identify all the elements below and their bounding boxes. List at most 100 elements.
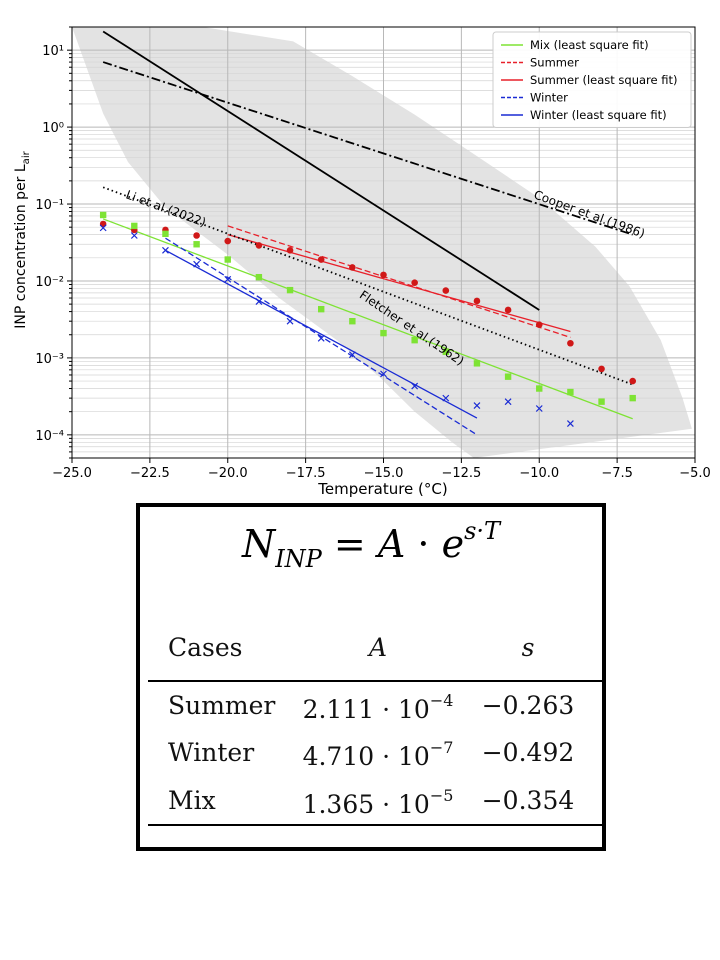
data-point-circle: [567, 339, 574, 347]
table-row: Winter 4.710 · 10−7 −0.492: [148, 738, 606, 778]
row-case: Summer: [168, 691, 276, 720]
data-point-square: [162, 230, 169, 238]
data-point-square: [473, 360, 481, 367]
data-point-circle: [317, 256, 325, 263]
data-point-x: [348, 351, 356, 359]
data-point-square: [99, 211, 107, 219]
data-point-square: [536, 385, 543, 392]
legend: Mix (least square fit) Summer Summer (leas…: [492, 31, 692, 128]
data-point-square: [255, 273, 263, 281]
x-tick-label: −20.0: [208, 466, 248, 481]
a-mantissa: 4.710: [302, 742, 375, 771]
a-exponent: −4: [429, 691, 454, 710]
row-s: −0.492: [481, 738, 575, 767]
data-point-circle: [349, 264, 356, 271]
series-line: [102, 218, 633, 420]
a-mantissa: 1.365: [302, 790, 375, 819]
legend-label: Summer: [530, 56, 579, 70]
data-point-square: [286, 286, 294, 294]
table-rule-bottom: [148, 824, 606, 826]
data-point-circle: [224, 237, 232, 245]
formula-lhs-subscript: INP: [275, 545, 322, 573]
data-point-x: [566, 420, 574, 428]
data-point-square: [380, 329, 387, 337]
row-a: 1.365 · 10−5: [298, 786, 458, 819]
data-point-x: [473, 402, 481, 410]
series-line: [165, 237, 478, 436]
formula: NINP = A · es·T: [140, 517, 602, 573]
data-point-circle: [535, 321, 543, 329]
a-exponent: −5: [429, 786, 454, 805]
data-point-circle: [442, 287, 450, 294]
data-point-x: [130, 232, 138, 239]
formula-a: A: [377, 522, 406, 566]
data-point-x: [411, 382, 419, 390]
data-point-circle: [504, 306, 512, 314]
table-rule-top: [148, 680, 606, 682]
legend-frame: [492, 31, 692, 128]
header-cases: Cases: [168, 633, 243, 662]
row-case: Mix: [168, 786, 216, 815]
data-point-square: [567, 388, 574, 396]
data-point-x: [224, 275, 232, 283]
x-tick-label: −5.0: [679, 466, 711, 481]
data-point-x: [162, 246, 169, 254]
y-tick-label: 10⁻³: [35, 352, 64, 367]
data-point-square: [411, 336, 418, 344]
data-point-square: [629, 394, 636, 402]
data-point-x: [535, 405, 543, 412]
table-row: Mix 1.365 · 10−5 −0.354: [148, 786, 606, 826]
a-times-ten: · 10: [382, 742, 430, 771]
a-times-ten: · 10: [382, 695, 430, 724]
x-axis-title: Temperature (°C): [317, 480, 447, 498]
data-point-circle: [255, 242, 263, 249]
table-header-row: Cases A s: [148, 633, 606, 673]
formula-exponent: s·T: [464, 517, 501, 545]
data-point-square: [318, 305, 325, 313]
legend-label: Mix (least square fit): [530, 38, 649, 52]
data-point-square: [504, 373, 512, 380]
data-point-square: [193, 241, 200, 248]
x-tick-label: −17.5: [286, 466, 326, 481]
data-point-x: [317, 334, 325, 342]
y-tick-label: 10⁻²: [35, 275, 64, 290]
x-tick-label: −15.0: [364, 466, 404, 481]
data-point-x: [504, 398, 512, 406]
header-s: s: [521, 633, 535, 662]
x-tick-label: −10.0: [519, 466, 559, 481]
formula-equals: =: [333, 522, 366, 566]
a-times-ten: · 10: [382, 790, 430, 819]
data-point-circle: [629, 377, 636, 385]
series-line: [227, 234, 571, 333]
formula-base: e: [441, 522, 465, 566]
series-line: [102, 30, 540, 311]
y-axis-title-main: INP concentration per L: [13, 164, 29, 329]
series-line: [165, 249, 478, 419]
y-axis-title: INP concentration per Lair: [13, 150, 32, 328]
data-point-circle: [411, 279, 418, 286]
data-point-x: [286, 317, 294, 325]
data-point-square: [598, 398, 605, 405]
x-tick-label: −22.5: [130, 466, 170, 481]
row-case: Winter: [168, 738, 255, 767]
row-a: 2.111 · 10−4: [298, 691, 458, 724]
x-tick-label: −7.5: [601, 466, 633, 481]
data-point-circle: [473, 297, 481, 305]
legend-label: Winter (least square fit): [530, 108, 667, 122]
row-a: 4.710 · 10−7: [298, 738, 458, 771]
y-tick-label: 10¹: [42, 44, 64, 59]
series-line: [227, 225, 571, 338]
data-point-circle: [286, 247, 294, 254]
legend-label: Winter: [530, 91, 568, 105]
data-point-x: [99, 224, 107, 232]
formula-table-box: NINP = A · es·T Cases A s Summer 2.111 ·…: [136, 503, 606, 851]
row-s: −0.354: [481, 786, 575, 815]
data-point-square: [224, 256, 231, 263]
y-tick-label: 10⁰: [42, 121, 64, 136]
x-tick-label: −25.0: [52, 466, 92, 481]
formula-dot: ·: [417, 522, 430, 566]
legend-label: Summer (least square fit): [530, 73, 677, 87]
data-point-x: [255, 298, 263, 305]
x-tick-label: −12.5: [441, 466, 481, 481]
y-tick-label: 10⁻⁴: [35, 429, 64, 444]
